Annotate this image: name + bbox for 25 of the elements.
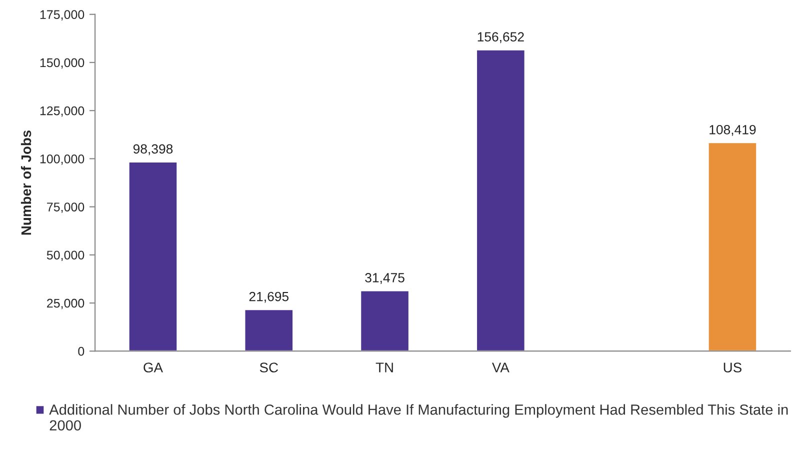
x-tick-label: VA (492, 362, 510, 372)
bar (128, 161, 178, 352)
data-label: 31,475 (365, 273, 404, 284)
y-tick-label: 125,000 (40, 106, 84, 117)
bar (707, 142, 758, 352)
y-tick-label: 175,000 (40, 10, 84, 20)
data-label: 98,398 (133, 144, 173, 156)
y-tick-label: 25,000 (47, 298, 84, 310)
data-label: 21,695 (249, 292, 289, 303)
x-tick-label: TN (376, 362, 393, 372)
data-label: 108,419 (710, 124, 756, 136)
x-tick-label: SC (260, 362, 278, 372)
bar (360, 290, 410, 352)
x-tick-label: US (724, 362, 742, 372)
y-tick-label: 100,000 (40, 154, 84, 165)
bar (244, 308, 294, 352)
y-tick-label: 50,000 (46, 250, 84, 262)
y-axis-title: Number of Jobs (20, 130, 32, 235)
y-tick-label: 75,000 (47, 202, 84, 213)
bar (476, 48, 526, 352)
y-tick-label: 150,000 (40, 58, 84, 69)
x-tick-label: GA (144, 362, 163, 372)
legend-label: Additional Number of Jobs North Carolina Would Have If Manufacturing Employment Had Resembled This State in 2000 (49, 404, 788, 431)
y-tick-label: 0 (78, 346, 84, 356)
data-label: 156,652 (478, 32, 524, 44)
